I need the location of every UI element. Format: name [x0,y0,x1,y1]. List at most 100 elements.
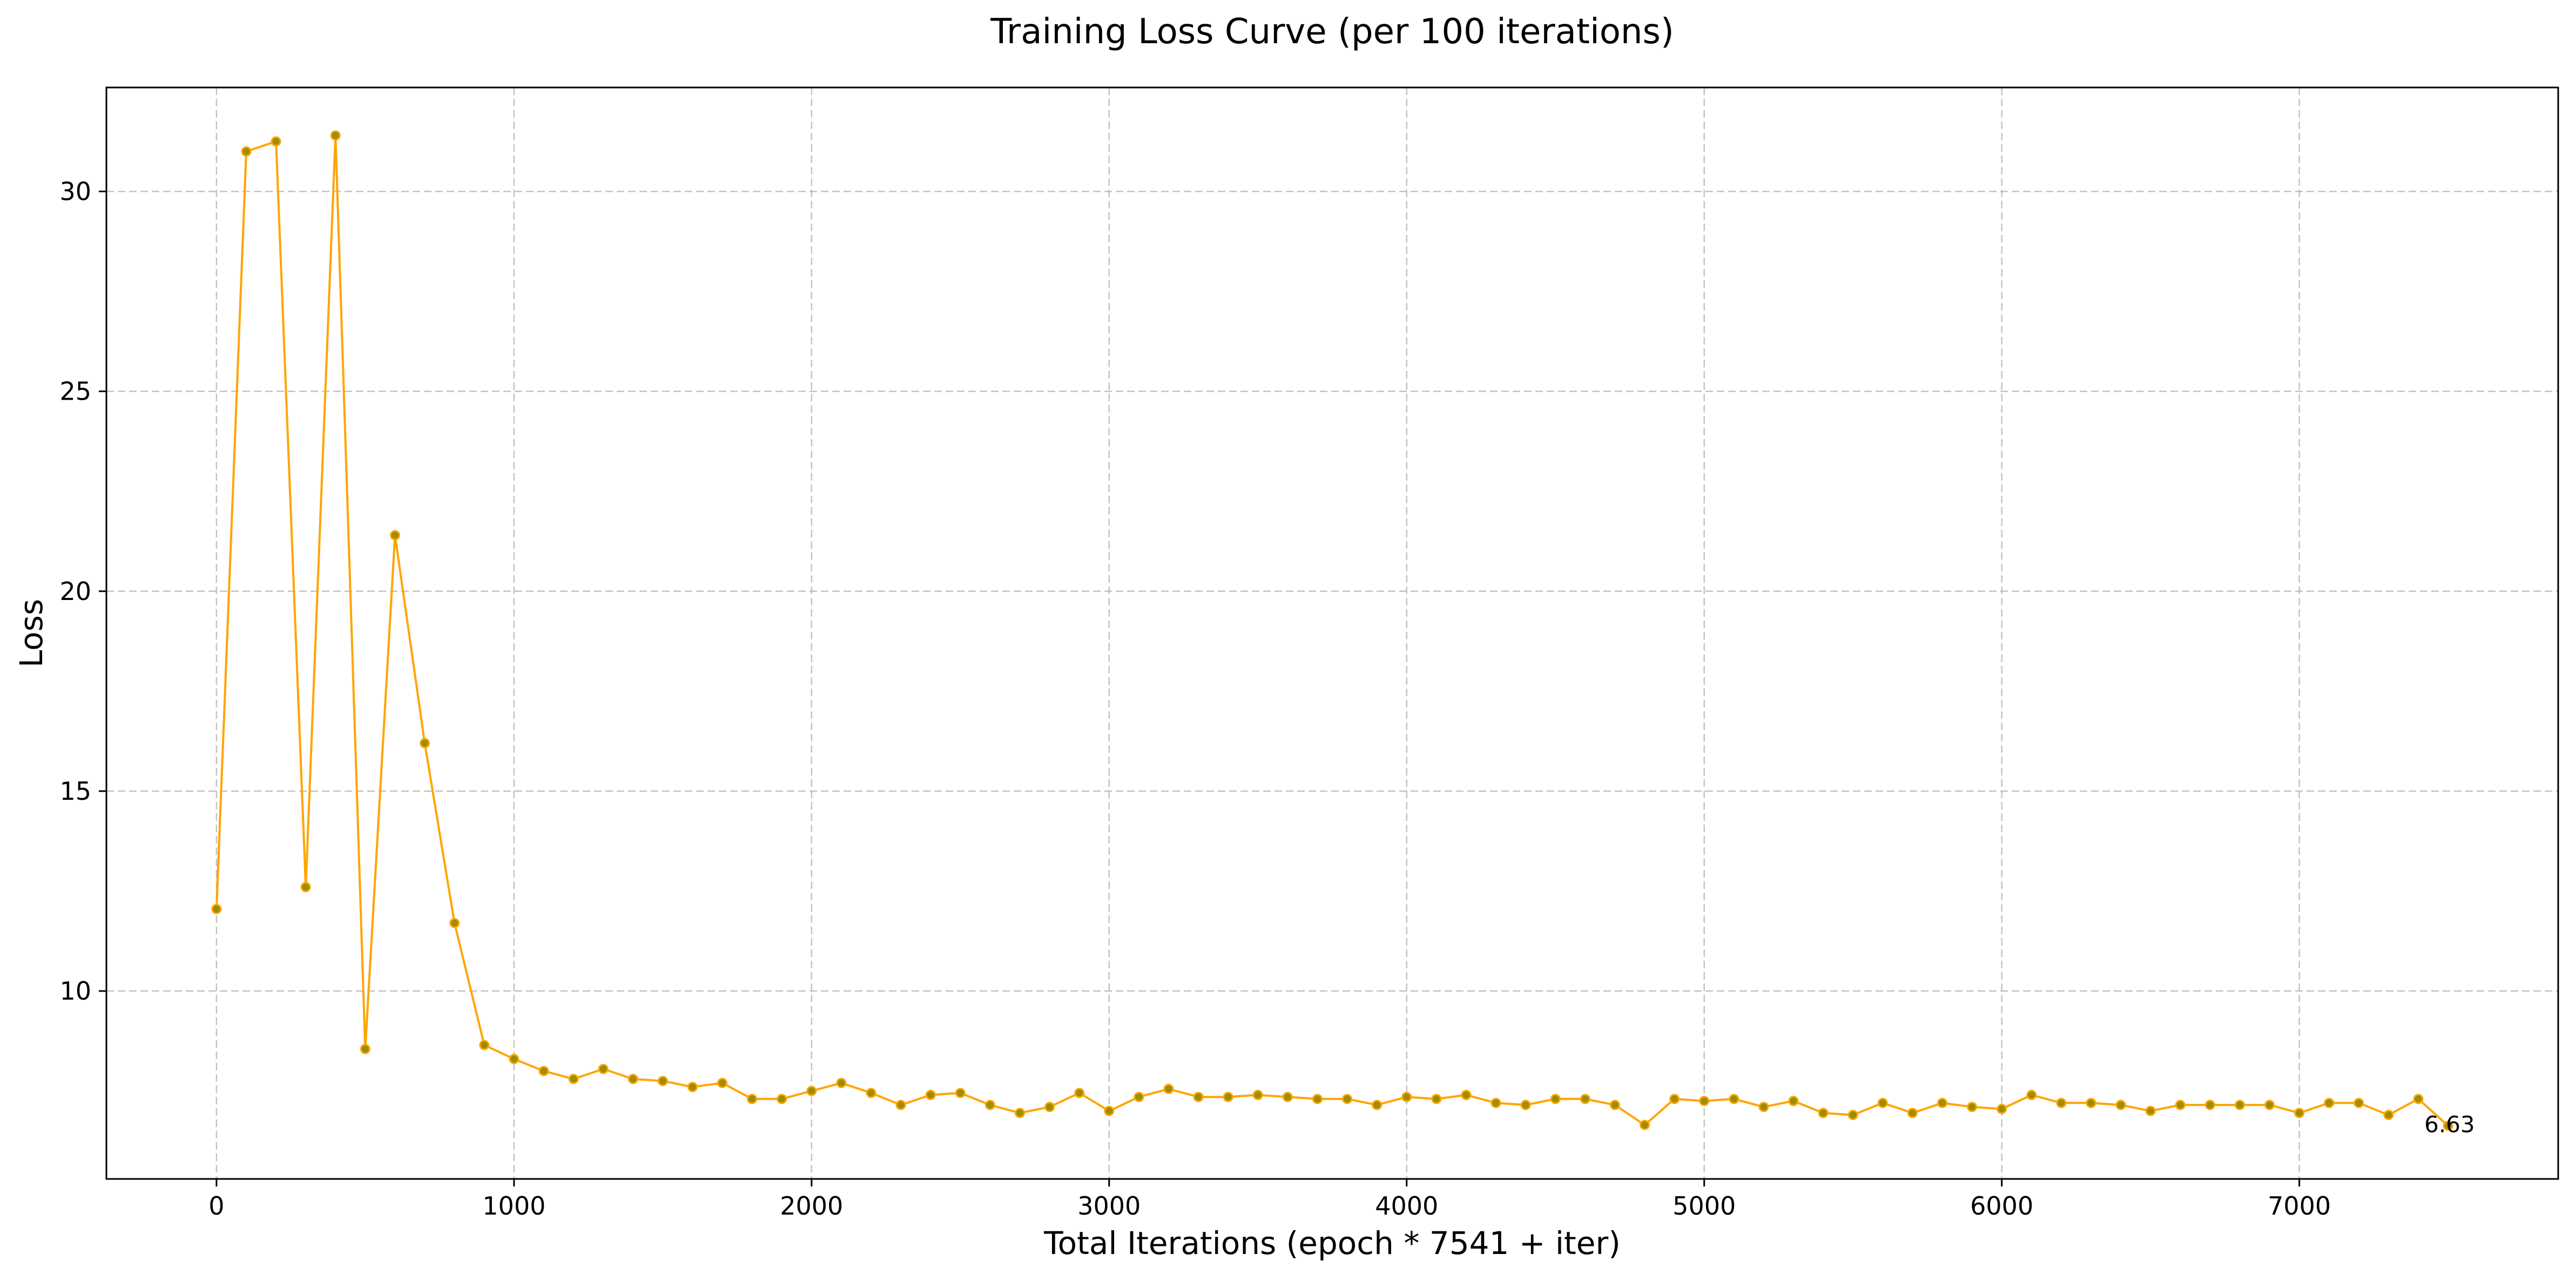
loss-data-point [479,1040,490,1050]
y-tick-label: 30 [59,177,91,206]
x-tick-label: 1000 [482,1191,545,1221]
loss-data-point [2204,1100,2215,1110]
loss-data-point [1401,1091,1412,1102]
loss-data-point [1967,1102,1978,1113]
final-loss-annotation: 6.63 [2424,1111,2475,1138]
loss-data-point [1372,1100,1383,1110]
loss-data-point [211,904,222,914]
loss-data-point [955,1088,966,1098]
loss-data-point [1163,1083,1174,1094]
loss-data-point [1847,1110,1858,1121]
loss-data-point [2086,1097,2096,1108]
loss-data-point [687,1082,698,1093]
loss-data-point [2354,1097,2364,1108]
loss-data-point [2115,1100,2126,1110]
loss-data-point [806,1086,817,1096]
loss-data-point [2175,1100,2186,1110]
loss-data-point [1788,1096,1799,1107]
loss-data-point [1818,1108,1829,1118]
loss-data-point [1491,1097,1501,1108]
loss-data-point [717,1077,728,1088]
loss-data-point [1431,1094,1442,1104]
x-tick-label: 7000 [2268,1191,2331,1221]
chart-title: Training Loss Curve (per 100 iterations) [990,12,1674,52]
loss-data-point [1699,1096,1710,1107]
axis-ticks: 0 1000 2000 3000 4000 5000 6000 7000 10 15 20 25 30 [59,177,2331,1221]
loss-data-point [628,1074,638,1084]
loss-data-point [330,130,341,141]
loss-data-point [1997,1103,2007,1114]
loss-data-point [1758,1102,1769,1113]
y-axis-label: Loss [13,599,50,668]
loss-data-point [2413,1094,2424,1104]
loss-data-point [2324,1097,2335,1108]
plot-area-frame [105,86,2559,1180]
loss-data-point [509,1054,520,1064]
loss-data-point [1193,1091,1204,1102]
loss-data-point [241,146,252,157]
loss-data-point [1104,1105,1115,1116]
loss-data-point [777,1094,787,1104]
loss-data-point [1877,1097,1888,1108]
loss-data-point [1044,1102,1055,1113]
loss-data-point [2056,1097,2067,1108]
loss-data-point [598,1063,609,1074]
loss-data-point [538,1066,549,1076]
loss-data-point [1461,1090,1472,1101]
loss-data-point [925,1090,936,1101]
loss-data-point [1580,1094,1590,1104]
loss-data-point [895,1100,906,1110]
loss-data-point [1937,1097,1947,1108]
x-tick-label: 5000 [1673,1191,1736,1221]
loss-data-point [2443,1121,2453,1131]
loss-data-point [1669,1094,1680,1104]
grid-lines [106,87,2558,1179]
loss-data-point [2145,1105,2156,1116]
loss-data-point [984,1100,995,1110]
loss-data-point [1282,1091,1293,1102]
loss-data-point [1252,1090,1263,1101]
series-layer: 6.63 [211,130,2475,1138]
loss-data-point [2264,1100,2275,1110]
loss-data-point [389,530,400,541]
loss-data-point [271,136,281,147]
loss-data-point [1342,1094,1353,1104]
loss-data-point [1520,1100,1531,1110]
x-axis-label: Total Iterations (epoch * 7541 + iter) [1043,1225,1621,1262]
loss-data-point [2026,1090,2037,1101]
loss-data-point [836,1077,847,1088]
loss-data-point [420,738,430,749]
loss-data-point [1609,1100,1620,1110]
loss-data-point [1729,1094,1739,1104]
loss-data-point [449,918,460,928]
x-tick-label: 3000 [1077,1191,1141,1221]
loss-data-point [2383,1110,2394,1121]
loss-data-point [568,1074,579,1084]
loss-data-point [1014,1108,1025,1118]
loss-data-point [1640,1120,1650,1130]
loss-data-point [2234,1100,2245,1110]
x-tick-label: 6000 [1970,1191,2033,1221]
y-tick-label: 25 [59,377,91,406]
x-tick-label: 0 [208,1191,224,1221]
loss-data-point [2294,1108,2305,1118]
x-tick-label: 4000 [1375,1191,1438,1221]
x-tick-label: 2000 [780,1191,843,1221]
loss-data-point [1074,1088,1085,1098]
y-tick-label: 10 [59,976,91,1006]
loss-data-point [1312,1094,1323,1104]
y-tick-label: 15 [59,777,91,806]
loss-series-line [215,134,2449,1127]
loss-data-point [1907,1108,1918,1118]
loss-data-point [1134,1091,1144,1102]
loss-data-point [1550,1094,1561,1104]
loss-data-point [1223,1091,1233,1102]
loss-data-point [657,1076,668,1087]
y-tick-label: 20 [59,577,91,606]
loss-data-point [866,1088,876,1098]
loss-data-point [747,1094,758,1104]
loss-data-point [300,882,311,893]
